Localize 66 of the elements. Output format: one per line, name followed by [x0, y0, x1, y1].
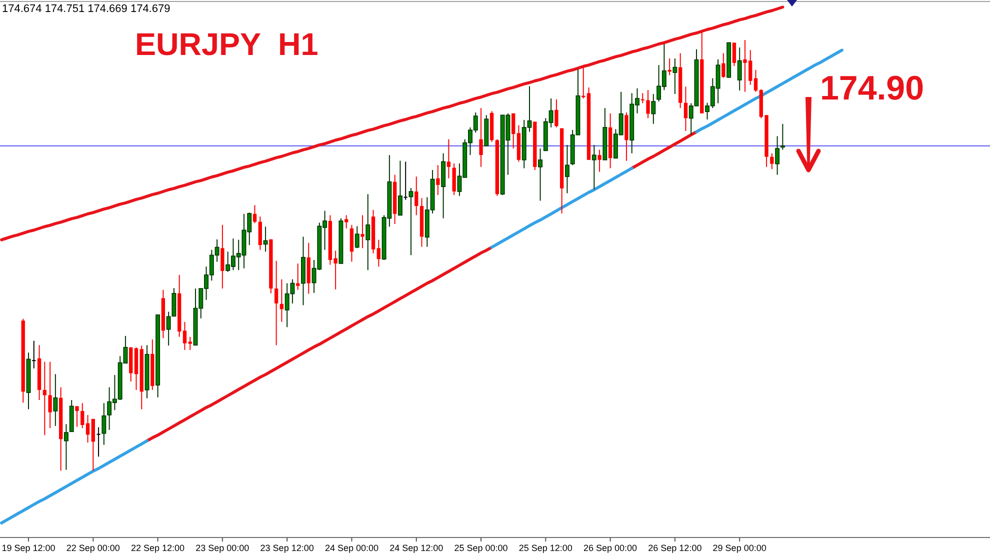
chart-title: EURJPY H1 [135, 26, 318, 62]
candlestick [398, 160, 402, 216]
candlestick [684, 86, 688, 132]
x-tick-label: 24 Sep 00:00 [324, 543, 379, 553]
candlestick [732, 42, 736, 66]
x-tick-label: 23 Sep 12:00 [260, 543, 314, 553]
candlestick [668, 58, 672, 76]
candlestick [598, 149, 602, 172]
candlestick [48, 361, 52, 429]
candlestick [512, 112, 516, 149]
candlestick [436, 164, 440, 196]
candlestick [404, 161, 408, 200]
candlestick [75, 406, 79, 428]
candlestick [554, 98, 558, 128]
candlestick [452, 162, 456, 196]
candlestick [274, 260, 278, 346]
candlestick [672, 58, 678, 95]
x-tick-label: 23 Sep 00:00 [196, 543, 250, 553]
candlestick [722, 52, 726, 78]
candlestick [42, 361, 46, 436]
candlestick [32, 340, 36, 369]
x-tick-label: 24 Sep 12:00 [390, 543, 444, 553]
x-tick-label: 19 Sep 12:00 [2, 543, 56, 553]
x-tick-label: 26 Sep 12:00 [648, 543, 702, 553]
candlestick [296, 262, 300, 290]
candlestick [446, 138, 451, 179]
candlestick [280, 278, 284, 322]
x-tick-label: 22 Sep 12:00 [131, 543, 185, 553]
candlestick [96, 426, 100, 458]
x-tick-label: 25 Sep 12:00 [518, 543, 572, 553]
candlestick [53, 374, 58, 426]
candlestick [220, 224, 224, 290]
candlestick [360, 214, 364, 249]
candlestick [414, 176, 418, 216]
candlestick [780, 123, 785, 150]
candlestick [258, 216, 262, 250]
annotation: 174.90 [820, 70, 924, 108]
candlestick [263, 226, 268, 252]
candlestick [91, 418, 95, 472]
candlestick [479, 108, 483, 168]
candlestick [770, 152, 774, 170]
candlestick [182, 321, 187, 350]
candlestick [354, 226, 360, 249]
candlestick [350, 224, 354, 262]
candlestick [775, 136, 780, 176]
candlestick [376, 239, 380, 268]
candlestick [188, 336, 192, 350]
candlestick [651, 94, 656, 124]
x-tick-label: 25 Sep 00:00 [454, 543, 508, 553]
candlestick [344, 214, 348, 229]
candlestick [737, 47, 742, 92]
candlestick [754, 69, 758, 92]
candlestick [86, 414, 90, 444]
candlestick [102, 402, 106, 446]
candlestick [564, 144, 570, 194]
candlestick [80, 402, 84, 429]
candlestick [592, 144, 596, 190]
x-tick-label: 22 Sep 00:00 [66, 543, 120, 553]
x-tick-label: 26 Sep 00:00 [584, 543, 638, 553]
candlestick [366, 194, 370, 271]
text: 174.674 174.751 174.669 174.679 [2, 3, 170, 15]
candlestick [538, 148, 542, 202]
candlestick [408, 187, 414, 256]
x-tick-label: 29 Sep 00:00 [712, 543, 766, 553]
candlestick [252, 204, 257, 224]
candlestick [64, 424, 68, 470]
